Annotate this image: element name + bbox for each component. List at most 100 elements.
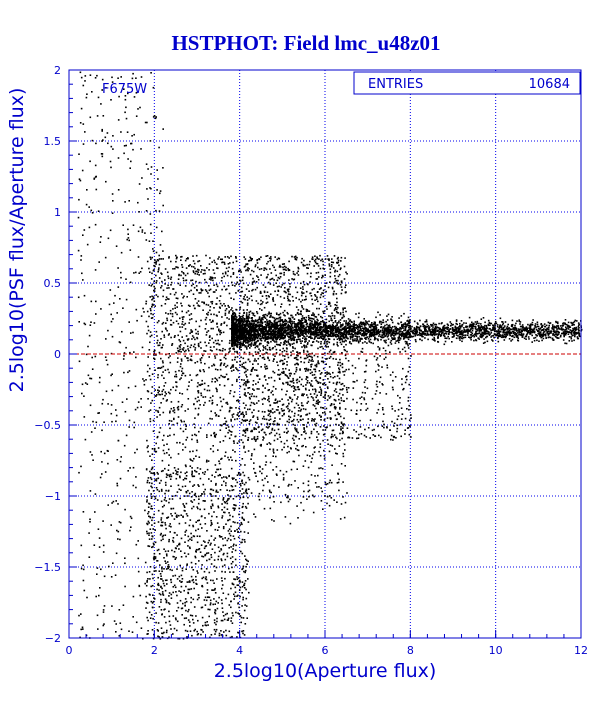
data-point-3945 — [155, 260, 158, 263]
data-point-3411 — [253, 334, 255, 337]
data-point-4242 — [262, 385, 264, 387]
data-point-4053 — [199, 477, 202, 480]
data-point-2933 — [549, 332, 552, 334]
data-point-2861 — [253, 340, 256, 342]
data-point-3518 — [255, 333, 257, 336]
data-point-148 — [237, 336, 240, 338]
data-point-3698 — [239, 269, 242, 271]
data-point-4136 — [234, 435, 236, 438]
data-point-3513 — [479, 329, 481, 331]
data-point-4466 — [234, 358, 236, 361]
data-point-3352 — [253, 327, 256, 330]
data-point-3676 — [168, 333, 170, 335]
data-point-3818 — [229, 430, 232, 433]
data-point-4281 — [340, 280, 343, 283]
data-point-3821 — [291, 398, 294, 401]
data-point-4812 — [264, 267, 267, 270]
data-point-953 — [465, 322, 467, 324]
data-point-4255 — [265, 327, 267, 329]
data-point-2722 — [363, 325, 366, 327]
data-point-3190 — [440, 329, 443, 332]
data-point-2278 — [292, 333, 295, 335]
data-point-1566 — [288, 331, 290, 334]
data-point-558 — [417, 334, 420, 336]
data-point-4416 — [167, 277, 170, 280]
data-point-1882 — [385, 327, 387, 329]
data-point-2995 — [352, 335, 354, 337]
data-point-3873 — [326, 439, 329, 441]
data-point-1914 — [369, 329, 372, 331]
data-point-2769 — [337, 334, 339, 336]
data-point-4188 — [164, 391, 167, 393]
data-point-1466 — [294, 333, 297, 335]
data-point-4700 — [204, 401, 206, 404]
data-point-4767 — [152, 313, 154, 316]
data-point-4808 — [301, 292, 304, 295]
data-point-2092 — [363, 332, 366, 334]
data-point-1781 — [243, 317, 245, 320]
data-point-1123 — [285, 322, 288, 325]
data-point-144 — [237, 339, 239, 342]
data-point-2709 — [238, 329, 240, 331]
data-point-3788 — [261, 472, 263, 475]
data-point-4536 — [267, 326, 270, 328]
data-point-1962 — [529, 326, 532, 328]
data-point-863 — [259, 329, 262, 332]
data-point-4396 — [216, 285, 219, 288]
data-point-4392 — [215, 283, 218, 286]
data-point-4374 — [298, 333, 300, 336]
data-point-2470 — [388, 328, 390, 330]
data-point-3922 — [177, 282, 180, 285]
data-point-3712 — [164, 279, 166, 281]
data-point-3820 — [167, 284, 169, 287]
data-point-3234 — [322, 333, 324, 336]
data-point-3024 — [360, 321, 362, 324]
data-point-3501 — [414, 333, 416, 335]
data-point-1454 — [489, 324, 491, 326]
data-point-2275 — [395, 328, 397, 331]
data-point-3727 — [248, 268, 250, 270]
data-point-4859 — [332, 293, 335, 296]
data-point-2587 — [305, 328, 307, 331]
data-point-4106 — [194, 492, 197, 495]
data-point-929 — [390, 335, 392, 337]
data-point-942 — [251, 325, 254, 328]
data-point-4499 — [186, 388, 189, 391]
data-point-2998 — [233, 325, 236, 327]
data-point-2276 — [431, 338, 434, 341]
data-point-2888 — [556, 328, 558, 330]
data-point-3911 — [148, 284, 150, 286]
data-point-3774 — [226, 424, 228, 426]
data-point-3247 — [536, 335, 538, 337]
data-point-3790 — [270, 431, 273, 434]
data-point-4552 — [160, 285, 163, 287]
data-point-1980 — [508, 338, 511, 340]
data-point-4634 — [212, 341, 215, 344]
data-point-2959 — [287, 326, 290, 329]
data-point-3812 — [312, 312, 314, 314]
data-point-4585 — [190, 279, 192, 282]
data-point-4175 — [344, 257, 346, 259]
data-point-4519 — [166, 317, 168, 320]
data-point-2555 — [405, 332, 408, 334]
data-point-4151 — [299, 376, 301, 379]
data-point-2301 — [391, 319, 393, 322]
data-point-3421 — [524, 329, 527, 332]
data-point-3033 — [284, 335, 286, 338]
data-point-4111 — [165, 298, 167, 301]
data-point-2535 — [257, 324, 259, 326]
data-point-2500 — [231, 315, 233, 317]
data-point-473 — [451, 341, 453, 343]
data-point-2640 — [371, 325, 373, 327]
data-point-3046 — [389, 326, 392, 329]
data-point-4880 — [252, 270, 255, 273]
data-point-3655 — [324, 274, 326, 276]
data-point-242 — [271, 332, 274, 335]
data-point-1743 — [290, 325, 293, 328]
data-point-4664 — [302, 286, 304, 288]
data-point-2173 — [361, 334, 363, 337]
data-point-3235 — [370, 341, 372, 344]
data-point-4867 — [266, 276, 268, 278]
data-point-2389 — [360, 333, 362, 335]
